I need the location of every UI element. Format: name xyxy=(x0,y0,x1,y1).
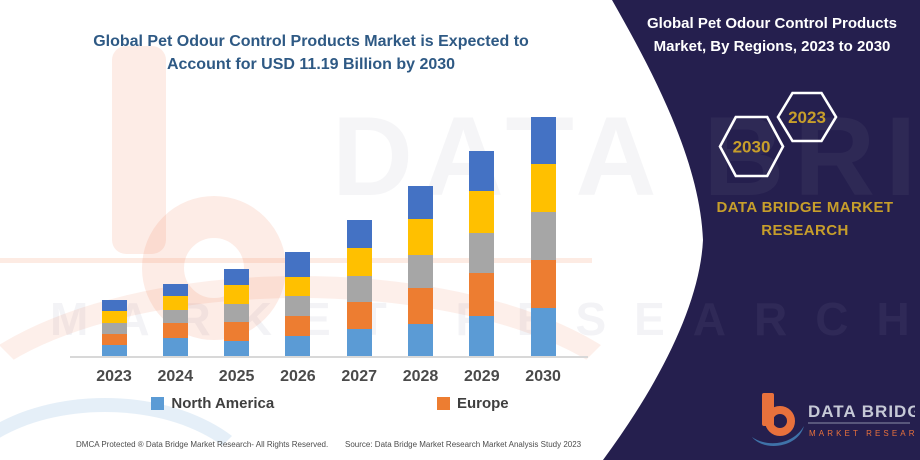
bar-segment-unlabeled-region-gray xyxy=(224,303,250,323)
x-axis-label-2023: 2023 xyxy=(96,368,132,385)
bar-segment-North America xyxy=(346,329,372,356)
bar-segment-Europe xyxy=(530,260,556,309)
x-axis-label-2027: 2027 xyxy=(341,368,377,385)
legend-item-europe: Europe xyxy=(436,395,509,412)
stacked-bar-2026 xyxy=(285,252,311,356)
x-axis-label-2029: 2029 xyxy=(464,368,500,385)
plot-area xyxy=(70,88,590,356)
bar-segment-North America xyxy=(162,338,188,356)
bar-segment-Europe xyxy=(469,273,495,316)
bar-segment-unlabeled-region-yellow xyxy=(469,190,495,234)
x-axis-line xyxy=(70,356,588,358)
bar-segment-unlabeled-region-gray xyxy=(285,295,311,316)
bar-segment-unlabeled-region-darkblue xyxy=(224,269,250,286)
bar-segment-unlabeled-region-darkblue xyxy=(285,252,311,277)
x-axis-label-2028: 2028 xyxy=(402,368,439,385)
stacked-bar-2025 xyxy=(224,269,250,356)
bar-segment-unlabeled-region-darkblue xyxy=(162,284,188,297)
bar-segment-Europe xyxy=(101,333,127,345)
bar-segment-unlabeled-region-gray xyxy=(469,233,495,274)
stacked-bar-2030 xyxy=(530,116,556,356)
bar-segment-North America xyxy=(224,340,250,356)
bar-chart: 2023 2024 2025 2026 2027 2028 2029 2030 xyxy=(70,88,590,398)
bar-segment-unlabeled-region-darkblue xyxy=(101,300,127,312)
bar-segment-unlabeled-region-yellow xyxy=(285,276,311,296)
bar-segment-unlabeled-region-gray xyxy=(346,275,372,303)
chart-section: Global Pet Odour Control Products Market… xyxy=(70,33,590,449)
legend-label: North America xyxy=(171,395,275,412)
x-axis-label-2024: 2024 xyxy=(157,368,194,385)
footer-source-text: Source: Data Bridge Market Research Mark… xyxy=(345,440,582,449)
bar-segment-North America xyxy=(285,335,311,356)
x-axis-label-2030: 2030 xyxy=(525,368,561,385)
bar-segment-North America xyxy=(408,324,433,356)
bar-segment-unlabeled-region-darkblue xyxy=(408,185,433,220)
bar-segment-North America xyxy=(469,315,495,356)
bar-segment-Europe xyxy=(346,302,372,330)
legend-swatch-icon xyxy=(436,397,450,410)
panel-shape xyxy=(603,0,920,460)
x-axis-label-2026: 2026 xyxy=(280,368,316,385)
footer-dmca-text: DMCA Protected ® Data Bridge Market Rese… xyxy=(76,440,329,449)
bar-segment-unlabeled-region-yellow xyxy=(162,296,188,310)
x-axis-label-2025: 2025 xyxy=(218,368,255,385)
stacked-bar-2029 xyxy=(469,150,495,356)
bar-segment-unlabeled-region-yellow xyxy=(101,311,127,324)
bar-segment-unlabeled-region-yellow xyxy=(408,219,433,256)
bar-segment-North America xyxy=(530,308,556,356)
bar-segment-unlabeled-region-yellow xyxy=(346,248,372,276)
bar-segment-unlabeled-region-yellow xyxy=(530,164,556,213)
bar-segment-unlabeled-region-darkblue xyxy=(346,220,372,249)
bar-segment-Europe xyxy=(285,315,311,336)
legend-label: Europe xyxy=(456,395,509,412)
bar-segment-unlabeled-region-yellow xyxy=(224,285,250,304)
legend-item-north-america: North America xyxy=(151,395,274,412)
chart-title: Global Pet Odour Control Products Market… xyxy=(93,33,529,74)
stacked-bar-2023 xyxy=(101,300,127,356)
stacked-bar-2024 xyxy=(162,284,188,356)
stacked-bar-2027 xyxy=(346,220,372,356)
bar-segment-North America xyxy=(101,344,127,356)
bar-segment-Europe xyxy=(162,323,188,339)
bar-segment-unlabeled-region-darkblue xyxy=(469,150,495,191)
stacked-bar-2028 xyxy=(408,185,433,356)
legend-swatch-icon xyxy=(151,397,165,410)
bar-segment-unlabeled-region-darkblue xyxy=(530,116,556,165)
bar-segment-unlabeled-region-gray xyxy=(101,323,127,334)
bar-segment-Europe xyxy=(408,287,433,325)
bar-segment-unlabeled-region-gray xyxy=(162,309,188,324)
bar-segment-unlabeled-region-gray xyxy=(530,212,556,261)
bar-segment-Europe xyxy=(224,322,250,341)
bar-segment-unlabeled-region-gray xyxy=(408,255,433,288)
chart-legend: North America Europe xyxy=(70,395,590,412)
